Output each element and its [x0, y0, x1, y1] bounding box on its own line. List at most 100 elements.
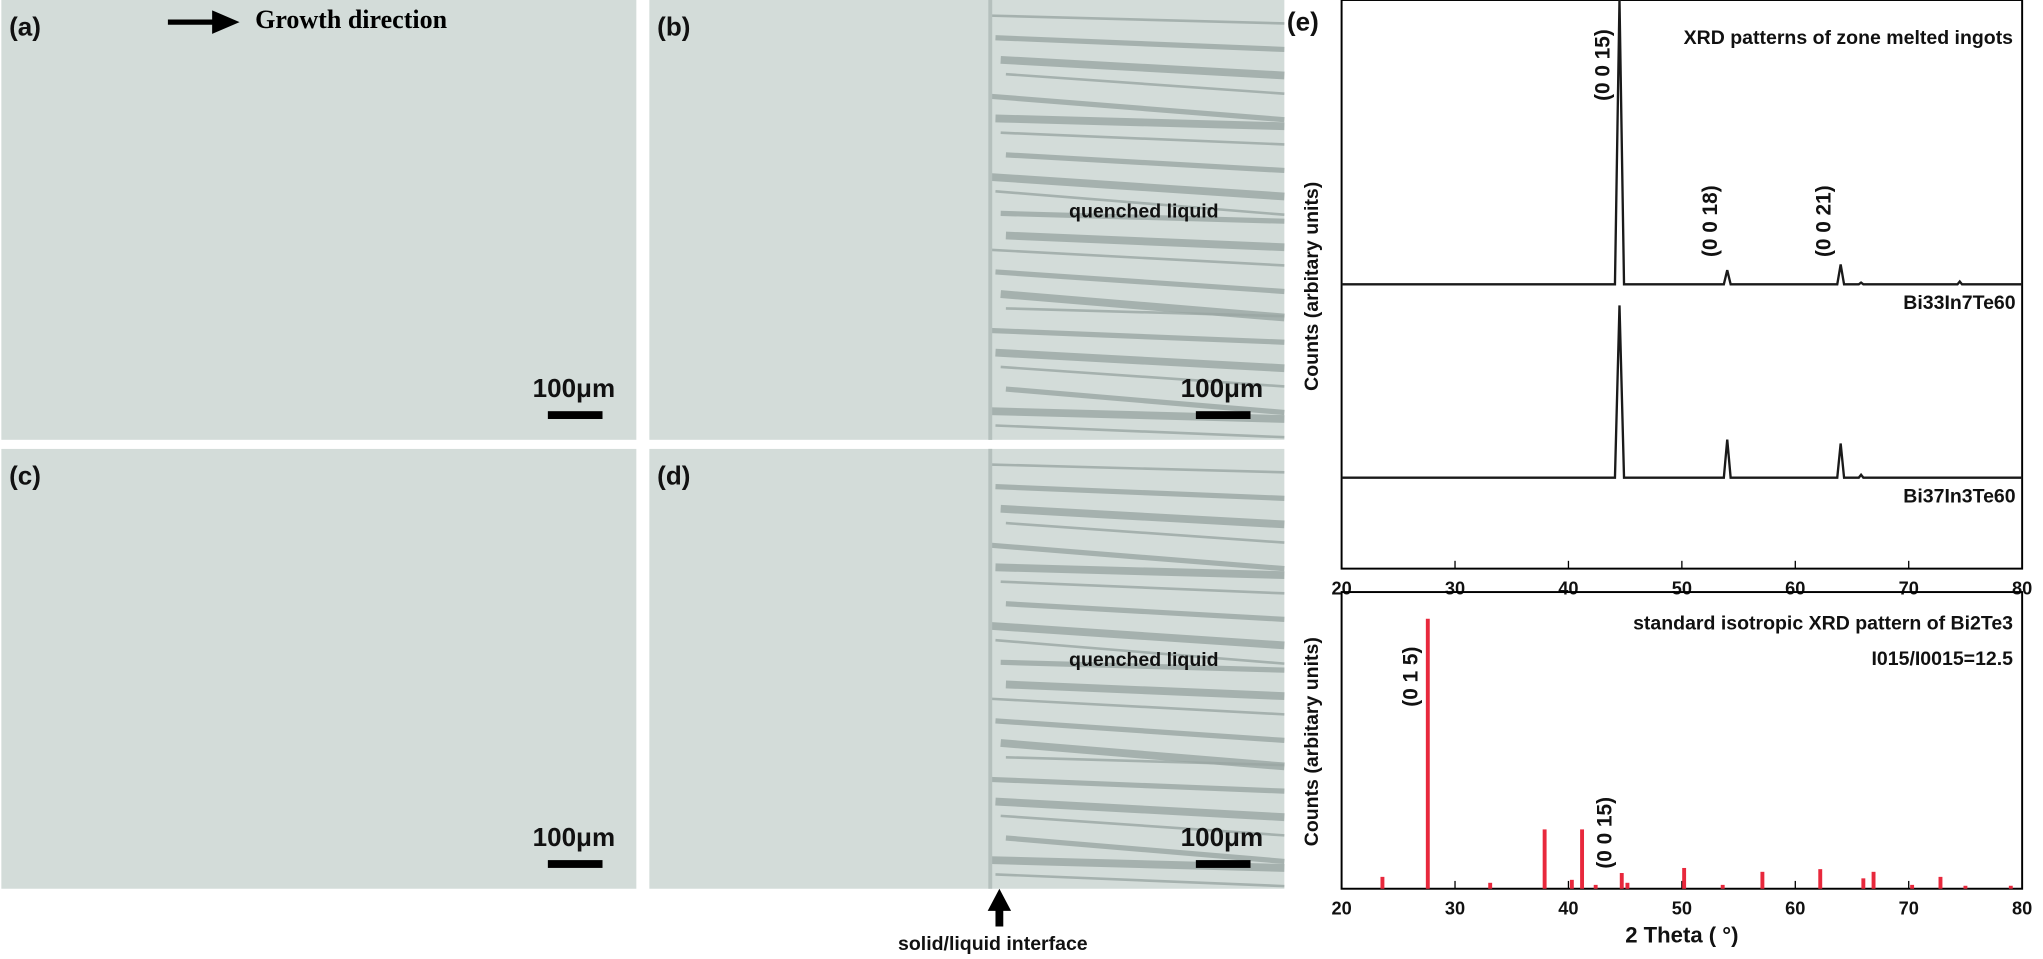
peak [1569, 879, 1574, 889]
peak [1760, 871, 1765, 889]
stripe [990, 327, 1285, 345]
x-tick-label: 50 [1672, 578, 1692, 598]
stripe [1000, 580, 1285, 595]
stripe [995, 563, 1285, 580]
y-axis-label: Counts (arbitary units) [1301, 637, 1323, 846]
x-tick-label: 70 [1899, 578, 1919, 598]
peak-annotation: (0 0 21) [1813, 185, 1836, 257]
peak [1910, 884, 1915, 889]
scale-label: 100μm [1181, 373, 1263, 403]
stripe [995, 348, 1285, 373]
note: quenched liquid [1069, 649, 1219, 671]
peak [1542, 829, 1547, 889]
stripe [1005, 72, 1285, 95]
stripe [1000, 365, 1285, 388]
peak [2008, 885, 2013, 889]
micrograph [1, 0, 637, 440]
stripe [1000, 210, 1285, 224]
chart-title: XRD patterns of zone melted ingots [1684, 27, 2014, 49]
scale-bar [1195, 860, 1251, 868]
peak [1871, 871, 1876, 889]
stripe [995, 484, 1285, 501]
stripe [995, 638, 1285, 665]
plot-frame [1340, 591, 2024, 890]
stripe [990, 776, 1285, 794]
panel-label: (a) [9, 12, 41, 42]
peak [1619, 873, 1624, 889]
interface-arrow [987, 888, 1012, 927]
peak [1938, 876, 1943, 889]
peak [1488, 882, 1493, 889]
stripe [1000, 504, 1285, 529]
stripe [995, 797, 1285, 822]
stripe [990, 248, 1285, 267]
peak [1625, 882, 1630, 889]
peak [1593, 884, 1598, 889]
stripe [1005, 307, 1285, 318]
stripe [990, 542, 1285, 572]
stripe [1000, 131, 1285, 146]
stripe [995, 35, 1285, 53]
peak [1682, 867, 1687, 889]
series-label: Bi33In7Te60 [1903, 292, 2016, 314]
chart-title: standard isotropic XRD pattern of Bi2Te3 [1633, 613, 2013, 635]
stripe [1000, 55, 1285, 80]
x-tick-label: 70 [1899, 898, 1919, 918]
x-axis-label: 2 Theta ( °) [1625, 923, 1738, 948]
ratio: I015/I0015=12.5 [1872, 648, 2014, 670]
peak [1818, 869, 1823, 889]
stripe [1005, 756, 1285, 767]
x-tick-label: 30 [1445, 898, 1465, 918]
stripe [1005, 835, 1285, 865]
x-tick-label: 50 [1672, 898, 1692, 918]
xrd-trace [1341, 305, 2023, 479]
stripe [995, 873, 1285, 888]
x-tick-label: 40 [1558, 898, 1578, 918]
panel-label: (b) [657, 12, 690, 42]
stripe [990, 14, 1285, 25]
stripe [1005, 601, 1285, 622]
stripe [990, 697, 1285, 716]
stripe [995, 718, 1285, 743]
x-tick-label: 20 [1331, 578, 1351, 598]
scale-label: 100μm [533, 822, 615, 852]
stripe [1005, 680, 1285, 701]
xrd-trace [1341, 0, 2023, 286]
x-tick-label: 40 [1558, 578, 1578, 598]
stripe [995, 114, 1285, 131]
stripe [990, 173, 1285, 201]
stripe [990, 621, 1285, 650]
peak [1580, 829, 1585, 889]
stripe [1005, 521, 1285, 544]
x-tick-label: 80 [2012, 898, 2032, 918]
interface-label: solid/liquid interface [898, 933, 1088, 955]
x-tick-label: 30 [1445, 578, 1465, 598]
peak [1963, 885, 1968, 889]
stripe [995, 424, 1285, 439]
peak-annotation: (0 1 5) [1400, 647, 1423, 707]
peak [1380, 876, 1385, 889]
scale-bar [547, 860, 603, 868]
stripe [1005, 231, 1285, 252]
y-axis-label: Counts (arbitary units) [1301, 182, 1323, 391]
x-tick-label: 60 [1785, 898, 1805, 918]
panel-label: (c) [9, 460, 41, 490]
peak-annotation: (0 0 15) [1591, 29, 1614, 101]
stripe [1005, 386, 1285, 416]
scale-label: 100μm [1181, 822, 1263, 852]
scale-bar [1195, 411, 1251, 419]
arrow [167, 10, 240, 34]
peak [1861, 878, 1866, 889]
x-tick-label: 80 [2012, 578, 2032, 598]
peak [1425, 618, 1430, 889]
peak-annotation: (0 0 18) [1699, 185, 1722, 257]
stripe [1000, 659, 1285, 673]
peak [1720, 884, 1725, 889]
scale-label: 100μm [533, 373, 615, 403]
peak-annotation: (0 0 15) [1594, 797, 1617, 869]
series-label: Bi37In3Te60 [1903, 485, 2016, 507]
micrograph [1, 448, 637, 889]
growth-direction: Growth direction [255, 5, 448, 34]
panel-label: (d) [657, 460, 690, 490]
